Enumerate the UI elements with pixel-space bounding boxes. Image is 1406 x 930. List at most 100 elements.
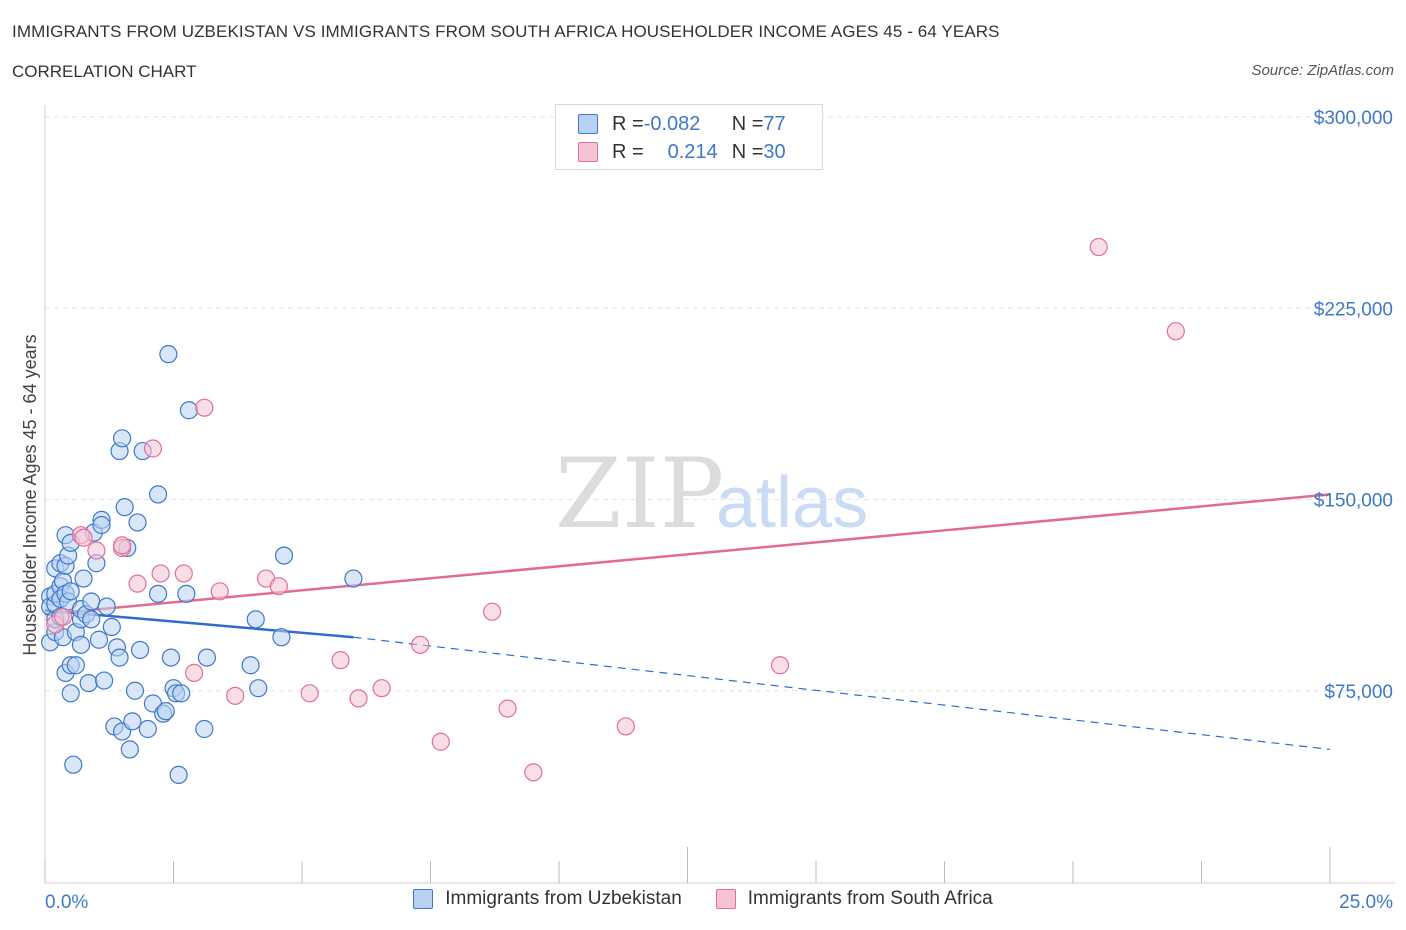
data-point-uzbekistan xyxy=(130,640,150,660)
data-point-south-africa xyxy=(483,602,502,621)
data-point-uzbekistan xyxy=(138,719,157,739)
data-point-uzbekistan xyxy=(169,765,188,785)
data-point-south-africa xyxy=(269,577,288,596)
data-point-south-africa xyxy=(411,635,430,654)
x-tick-labels: 0.0% 25.0% xyxy=(45,892,1393,913)
y-tick-labels: $75,000 $150,000 $225,000 $300,000 xyxy=(1314,108,1393,703)
legend-label-uzbekistan: Immigrants from Uzbekistan xyxy=(445,888,682,909)
legend-r-label: R = xyxy=(612,112,644,135)
data-point-uzbekistan xyxy=(95,671,114,690)
axes xyxy=(44,105,1395,884)
legend-r-label: R = xyxy=(612,140,644,163)
data-point-uzbekistan xyxy=(172,684,191,703)
data-point-uzbekistan xyxy=(128,513,147,532)
y-tick-label: $75,000 xyxy=(1324,682,1393,703)
data-point-uzbekistan xyxy=(115,498,134,517)
data-point-uzbekistan xyxy=(64,755,83,774)
legend-item-south-africa[interactable]: Immigrants from South Africa xyxy=(715,888,993,910)
data-point-uzbekistan xyxy=(89,630,109,649)
legend-row-south-africa: R = 0.214 N = 30 xyxy=(578,138,786,166)
data-point-uzbekistan xyxy=(61,582,80,601)
legend-item-uzbekistan[interactable]: Immigrants from Uzbekistan xyxy=(413,888,682,910)
legend-row-uzbekistan: R = -0.082 N = 77 xyxy=(578,110,786,138)
legend-label-south-africa: Immigrants from South Africa xyxy=(747,888,993,909)
x-tick-label: 0.0% xyxy=(45,892,88,913)
data-point-uzbekistan xyxy=(274,546,294,565)
data-point-uzbekistan xyxy=(197,648,217,667)
y-tick-label: $225,000 xyxy=(1314,299,1393,320)
data-point-uzbekistan xyxy=(161,648,181,667)
data-point-uzbekistan xyxy=(123,712,142,731)
data-point-south-africa xyxy=(431,732,450,751)
data-point-uzbekistan xyxy=(66,656,85,675)
stats-legend: R = -0.082 N = 77 R = 0.214 N = 30 xyxy=(555,104,823,170)
legend-n-value: 77 xyxy=(763,112,786,135)
data-point-uzbekistan xyxy=(71,635,91,654)
chart-subtitle: CORRELATION CHART xyxy=(12,62,197,81)
data-point-uzbekistan xyxy=(159,345,178,364)
data-point-uzbekistan xyxy=(102,617,121,637)
data-point-south-africa xyxy=(372,679,391,698)
data-point-south-africa xyxy=(112,536,132,555)
data-point-uzbekistan xyxy=(125,681,145,700)
data-point-uzbekistan xyxy=(97,597,116,616)
data-point-south-africa xyxy=(143,439,163,458)
series-legend: Immigrants from Uzbekistan Immigrants fr… xyxy=(0,888,1406,910)
data-point-uzbekistan xyxy=(179,401,199,420)
watermark-atlas: atlas xyxy=(716,463,868,543)
series-south-africa-points xyxy=(46,237,1185,782)
y-tick-label: $150,000 xyxy=(1314,491,1393,512)
data-point-uzbekistan xyxy=(82,610,101,629)
series-uzbekistan-points xyxy=(41,345,363,785)
data-point-south-africa xyxy=(524,763,543,782)
data-point-uzbekistan xyxy=(82,592,101,611)
legend-n-value: 30 xyxy=(763,140,786,163)
data-point-south-africa xyxy=(498,699,517,718)
data-point-uzbekistan xyxy=(74,569,93,588)
data-point-south-africa xyxy=(300,684,319,703)
legend-n-label: N = xyxy=(731,140,764,163)
data-point-south-africa xyxy=(195,398,214,417)
legend-swatch-south-africa xyxy=(715,889,736,909)
data-point-south-africa xyxy=(1089,237,1108,257)
data-point-uzbekistan xyxy=(92,515,111,535)
legend-swatch-uzbekistan xyxy=(578,114,598,134)
data-point-south-africa xyxy=(349,689,368,708)
data-point-uzbekistan xyxy=(110,648,129,667)
source-label: Source: ZipAtlas.com xyxy=(1251,62,1394,79)
trend-line-south-africa xyxy=(44,493,1331,616)
data-point-south-africa xyxy=(151,564,170,583)
data-point-uzbekistan xyxy=(112,429,132,448)
data-point-uzbekistan xyxy=(195,719,214,739)
legend-r-value: 0.214 xyxy=(667,140,718,163)
data-point-uzbekistan xyxy=(241,656,260,675)
data-point-south-africa xyxy=(616,717,635,736)
data-point-south-africa xyxy=(331,651,350,670)
data-point-south-africa xyxy=(53,607,73,626)
data-point-south-africa xyxy=(1166,322,1185,341)
data-point-uzbekistan xyxy=(177,584,196,603)
data-point-uzbekistan xyxy=(79,673,98,693)
trend-line-uzbekistan-extension xyxy=(353,636,1331,750)
data-point-south-africa xyxy=(210,582,229,601)
legend-r-value: -0.082 xyxy=(643,112,701,135)
data-point-uzbekistan xyxy=(120,740,139,759)
data-point-south-africa xyxy=(770,656,790,675)
chart-title: IMMIGRANTS FROM UZBEKISTAN VS IMMIGRANTS… xyxy=(12,22,1000,41)
data-point-uzbekistan xyxy=(249,679,268,698)
data-point-south-africa xyxy=(226,686,245,705)
watermark: ZIP atlas xyxy=(555,438,868,550)
x-tick-label: 25.0% xyxy=(1339,892,1393,913)
data-point-south-africa xyxy=(184,663,204,683)
y-axis-label: Householder Income Ages 45 - 64 years xyxy=(20,334,40,655)
data-point-south-africa xyxy=(74,528,93,547)
data-point-uzbekistan xyxy=(272,628,291,647)
data-point-uzbekistan xyxy=(61,684,80,703)
watermark-zip: ZIP xyxy=(555,438,724,550)
gridlines xyxy=(45,116,1395,692)
data-point-south-africa xyxy=(174,564,193,583)
data-point-uzbekistan xyxy=(156,702,175,721)
data-point-uzbekistan xyxy=(246,610,265,629)
legend-swatch-south-africa xyxy=(578,142,598,162)
